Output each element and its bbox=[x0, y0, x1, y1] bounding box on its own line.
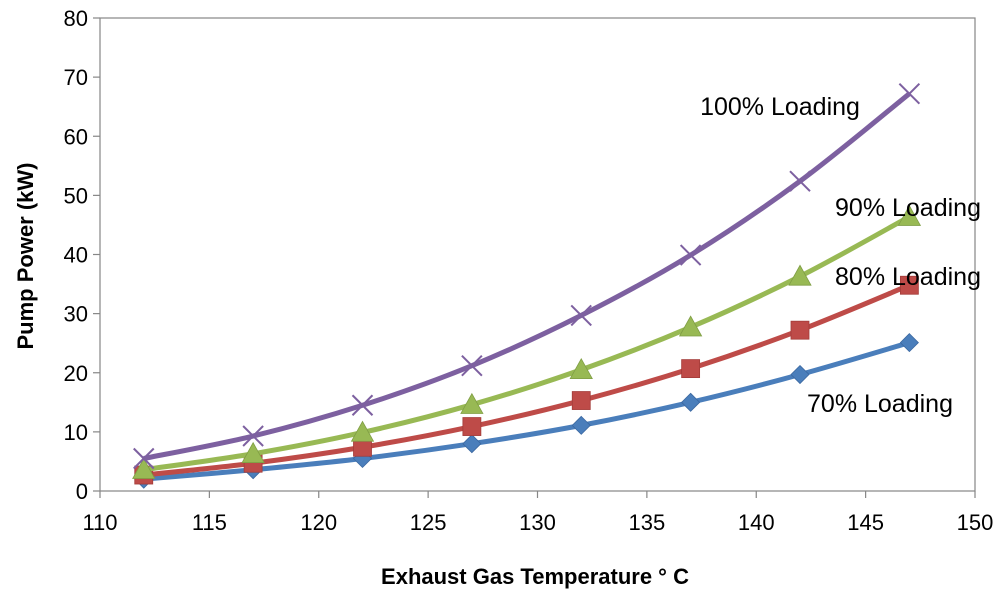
data-point-diamond bbox=[681, 392, 701, 412]
data-point-x bbox=[679, 244, 702, 266]
series-line bbox=[143, 91, 911, 461]
data-point-triangle bbox=[132, 457, 156, 479]
y-axis-title: Pump Power (kW) bbox=[13, 162, 38, 349]
series-label: 90% Loading bbox=[835, 194, 981, 222]
data-point-x bbox=[898, 82, 921, 105]
series-90-loading bbox=[132, 204, 922, 479]
data-point-diamond bbox=[462, 434, 482, 454]
axes: 0 10 20 30 40 50 60 70 80 110 115 120 125 130 135 140 14… bbox=[64, 6, 994, 535]
data-point-triangle bbox=[241, 441, 265, 463]
series-line bbox=[143, 340, 911, 482]
x-tick-label: 145 bbox=[847, 510, 884, 535]
y-tick-label: 60 bbox=[64, 124, 88, 149]
series-100-loading bbox=[133, 82, 921, 470]
data-point-diamond bbox=[571, 415, 591, 435]
y-tick-label: 50 bbox=[64, 183, 88, 208]
data-point-triangle bbox=[350, 420, 375, 442]
data-point-square bbox=[790, 320, 810, 340]
data-point-x bbox=[242, 425, 264, 447]
data-point-x-stroke bbox=[242, 425, 264, 447]
data-point-x-stroke bbox=[351, 394, 374, 416]
x-tick-label: 130 bbox=[519, 510, 556, 535]
y-tick-label: 20 bbox=[64, 361, 88, 386]
y-tick-label: 70 bbox=[64, 65, 88, 90]
data-point-triangle bbox=[788, 264, 812, 286]
data-point-x bbox=[461, 354, 483, 377]
data-point-triangle bbox=[897, 204, 922, 226]
data-point-x-stroke bbox=[898, 82, 921, 105]
series-label: 70% Loading bbox=[807, 390, 953, 418]
x-tick-label: 140 bbox=[738, 510, 775, 535]
data-point-x bbox=[133, 447, 155, 470]
data-point-triangle bbox=[569, 357, 593, 379]
y-tick-label: 0 bbox=[76, 479, 88, 504]
x-tick-label: 125 bbox=[410, 510, 447, 535]
data-point-square bbox=[681, 359, 701, 379]
data-point-triangle bbox=[460, 392, 484, 414]
data-point-square bbox=[571, 391, 591, 410]
series-label: 100% Loading bbox=[700, 93, 860, 121]
data-point-x-stroke bbox=[570, 304, 592, 327]
data-point-square bbox=[899, 275, 919, 295]
data-point-x bbox=[351, 394, 374, 416]
data-point-diamond bbox=[790, 364, 810, 385]
x-tick-label: 150 bbox=[957, 510, 994, 535]
series-layer bbox=[132, 82, 922, 489]
x-tick-label: 115 bbox=[192, 510, 227, 535]
data-point-x bbox=[789, 170, 811, 192]
y-tick-label: 30 bbox=[64, 302, 88, 327]
series-label: 80% Loading bbox=[835, 263, 981, 291]
data-point-x-stroke bbox=[461, 354, 483, 377]
series-80-loading bbox=[134, 275, 919, 485]
data-point-square bbox=[462, 417, 482, 436]
x-tick-label: 135 bbox=[629, 510, 666, 535]
x-tick-label: 110 bbox=[82, 510, 117, 535]
data-point-diamond bbox=[899, 333, 919, 353]
y-tick-label: 80 bbox=[64, 6, 88, 31]
x-axis-title: Exhaust Gas Temperature ° C bbox=[381, 564, 689, 589]
data-point-x bbox=[570, 304, 592, 327]
data-point-x-stroke bbox=[679, 244, 702, 266]
y-tick-label: 40 bbox=[64, 243, 88, 268]
y-tick-label: 10 bbox=[64, 420, 88, 445]
x-tick-label: 120 bbox=[300, 510, 337, 535]
labels-layer: 70% Loading 80% Loading 90% Loading 100% Lo… bbox=[700, 93, 981, 418]
data-point-x-stroke bbox=[789, 170, 811, 192]
data-point-x-stroke bbox=[133, 447, 155, 470]
series-line bbox=[143, 282, 911, 478]
data-point-triangle bbox=[678, 315, 703, 337]
